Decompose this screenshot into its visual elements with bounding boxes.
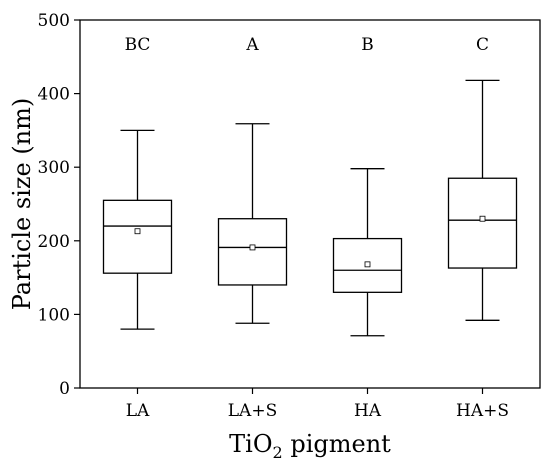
- y-tick-label: 0: [59, 379, 70, 399]
- group-letter: A: [245, 35, 259, 55]
- x-axis-label: TiO2 pigment: [229, 430, 391, 462]
- box-ha: [332, 168, 403, 337]
- y-tick-label: 200: [38, 232, 70, 252]
- box-la: [102, 129, 173, 330]
- x-axis-label-main: TiO: [229, 430, 272, 458]
- x-tick-label: HA+S: [456, 401, 509, 421]
- group-letter: BC: [125, 35, 151, 55]
- x-tick-label: LA: [126, 401, 150, 421]
- group-letters: BC A B C: [125, 35, 489, 55]
- iqr-box: [447, 177, 518, 269]
- mean-marker: [364, 261, 371, 268]
- y-axis-label: Particle size (nm): [8, 98, 36, 311]
- group-letter: B: [361, 35, 374, 55]
- mean-marker: [134, 228, 141, 235]
- iqr-box: [217, 218, 288, 286]
- x-tick-label: LA+S: [228, 401, 277, 421]
- x-axis-label-rest: pigment: [283, 430, 391, 458]
- box-ha-plus-s: [447, 79, 518, 321]
- y-axis: 0 100 200 300 400 500: [38, 11, 80, 399]
- iqr-box: [102, 199, 173, 274]
- plot-frame: [79, 19, 541, 389]
- box-la-plus-s: [217, 123, 288, 324]
- mean-marker: [249, 244, 256, 251]
- group-letter: C: [476, 35, 489, 55]
- x-axis: LA LA+S HA HA+S: [126, 388, 509, 421]
- mean-marker: [479, 215, 486, 222]
- y-tick-label: 500: [38, 11, 70, 31]
- x-axis-label-subscript: 2: [273, 443, 283, 462]
- box-series: [102, 79, 518, 337]
- x-tick-label: HA: [354, 401, 382, 421]
- y-tick-label: 100: [38, 305, 70, 325]
- y-tick-label: 400: [38, 85, 70, 105]
- y-tick-label: 300: [38, 158, 70, 178]
